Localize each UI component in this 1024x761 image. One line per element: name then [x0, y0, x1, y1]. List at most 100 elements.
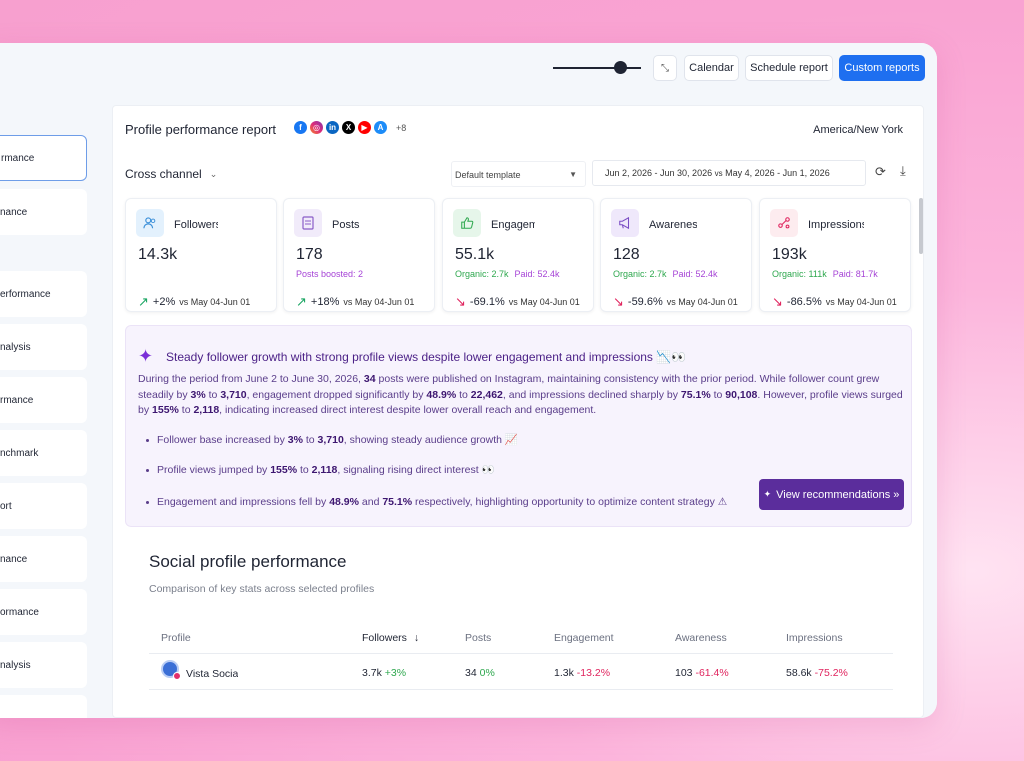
- card-value: 128: [613, 246, 640, 263]
- date-range: Jun 2, 2026 - Jun 30, 2026: [605, 168, 713, 178]
- organic-paid: Organic: 111k Paid: 81.7k: [772, 269, 878, 279]
- cell-followers: 3.7k +3%: [362, 667, 407, 679]
- card-trend: ↗ +2% vs May 04-Jun 01: [138, 294, 250, 310]
- sort-down-icon: ↓: [413, 632, 420, 644]
- arrow-up-icon: ↗: [296, 294, 307, 309]
- organic-paid: Organic: 2.7k Paid: 52.4k: [455, 269, 560, 279]
- stat-card-awareness[interactable]: Awareness 128 Organic: 2.7k Paid: 52.4k ↘…: [600, 198, 752, 312]
- organic-paid: Organic: 2.7k Paid: 52.4k: [613, 269, 718, 279]
- view-selector[interactable]: Cross channel ⌄: [125, 167, 217, 181]
- report-title: Profile performance report: [125, 122, 277, 137]
- arrow-down-icon: ↘: [613, 294, 624, 309]
- trend-percent: -59.6%: [627, 296, 663, 308]
- cards-scrollbar[interactable]: [919, 198, 923, 254]
- cell-awareness: 103 -61.4%: [675, 667, 729, 679]
- card-label: Posts: [332, 219, 360, 231]
- youtube-icon: ▶: [358, 121, 371, 134]
- sparkle-small-icon: ✦: [763, 489, 772, 499]
- timezone-label: America/New York: [813, 124, 903, 136]
- template-label: Default template: [455, 170, 521, 180]
- network-icons[interactable]: f ◎ in X ▶ A +8: [294, 121, 406, 134]
- sidebar-item-10[interactable]: nalysis: [0, 642, 87, 688]
- trend-compare: vs May 04-Jun 01: [666, 297, 738, 307]
- linkedin-icon: in: [326, 121, 339, 134]
- trend-percent: +18%: [310, 296, 340, 308]
- trend-percent: +2%: [152, 296, 176, 308]
- col-header-awareness[interactable]: Awareness: [675, 632, 727, 644]
- schedule-report-button[interactable]: Schedule report: [745, 55, 833, 81]
- paid-value: Paid: 81.7k: [832, 269, 878, 279]
- users-icon: [136, 209, 164, 237]
- instagram-icon: ◎: [310, 121, 323, 134]
- zoom-slider-thumb[interactable]: [614, 61, 627, 74]
- trend-compare: vs May 04-Jun 01: [343, 297, 415, 307]
- col-header-posts[interactable]: Posts: [465, 632, 492, 644]
- sidebar-item-9[interactable]: ormance: [0, 589, 87, 635]
- app-store-icon: A: [374, 121, 387, 134]
- zoom-slider-track[interactable]: [553, 67, 641, 69]
- sidebar-item-6[interactable]: nchmark: [0, 430, 87, 476]
- table-divider: [149, 689, 893, 690]
- insight-bullet-3: Engagement and impressions fell by 48.9%…: [146, 496, 727, 508]
- trend-percent: -86.5%: [786, 296, 822, 308]
- vs-label: vs: [714, 169, 723, 178]
- sidebar-item-5[interactable]: rmance: [0, 377, 87, 423]
- sidebar-item-2[interactable]: nance: [0, 189, 87, 235]
- top-toolbar: ⤡ Calendar Schedule report Custom report…: [0, 43, 937, 93]
- sidebar-item-11[interactable]: mance: [0, 695, 87, 718]
- download-icon[interactable]: ⤓: [900, 163, 906, 178]
- sidebar: rmance nance erformance nalysis rmance n…: [0, 93, 100, 718]
- organic-value: Organic: 2.7k: [455, 269, 509, 279]
- x-icon: X: [342, 121, 355, 134]
- arrow-down-icon: ↘: [772, 294, 783, 309]
- card-label: Followers: [174, 219, 218, 231]
- report-panel: Profile performance report f ◎ in X ▶ A …: [112, 105, 924, 718]
- sidebar-item-4[interactable]: nalysis: [0, 324, 87, 370]
- card-value: 178: [296, 246, 323, 263]
- cell-engagement: 1.3k -13.2%: [554, 667, 611, 679]
- arrow-down-icon: ↘: [455, 294, 466, 309]
- custom-reports-button[interactable]: Custom reports: [839, 55, 925, 81]
- facebook-icon: f: [294, 121, 307, 134]
- chevron-down-icon: ⌄: [209, 168, 218, 179]
- thumbs-up-icon: [453, 209, 481, 237]
- sidebar-item-7[interactable]: ort: [0, 483, 87, 529]
- card-value: 14.3k: [138, 246, 178, 263]
- view-recommendations-label: View recommendations »: [776, 488, 900, 501]
- section-subtitle: Comparison of key stats across selected …: [149, 583, 375, 595]
- profile-name[interactable]: Vista Social: [186, 668, 238, 680]
- refresh-icon[interactable]: ⟳: [875, 164, 886, 179]
- ai-insight-box: ✦ Steady follower growth with strong pro…: [125, 325, 912, 527]
- cell-impressions: 58.6k -75.2%: [786, 667, 848, 679]
- stat-card-posts[interactable]: Posts 178 Posts boosted: 2 ↗ +18% vs May…: [283, 198, 435, 312]
- col-header-followers[interactable]: Followers ↓: [362, 632, 420, 644]
- app-window: ⤡ Calendar Schedule report Custom report…: [0, 43, 937, 718]
- sidebar-item-1[interactable]: rmance: [0, 135, 87, 181]
- paid-value: Paid: 52.4k: [514, 269, 560, 279]
- section-title: Social profile performance: [149, 552, 347, 571]
- sparkle-icon: ✦: [138, 346, 154, 366]
- col-header-profile[interactable]: Profile: [161, 632, 191, 644]
- insight-bullet-2: Profile views jumped by 155% to 2,118, s…: [146, 463, 495, 476]
- calendar-button[interactable]: Calendar: [684, 55, 739, 81]
- card-trend: ↘ -86.5% vs May 04-Jun 01: [772, 294, 897, 310]
- date-range-picker[interactable]: Jun 2, 2026 - Jun 30, 2026 vs May 4, 202…: [592, 160, 866, 186]
- card-trend: ↗ +18% vs May 04-Jun 01: [296, 294, 414, 310]
- card-value: 193k: [772, 246, 807, 263]
- collapse-button[interactable]: ⤡: [653, 55, 677, 81]
- view-label: Cross channel: [125, 167, 202, 181]
- arrow-up-icon: ↗: [138, 294, 149, 309]
- col-header-engagement[interactable]: Engagement: [554, 632, 614, 644]
- posts-boosted: Posts boosted: 2: [296, 269, 364, 279]
- megaphone-icon: [611, 209, 639, 237]
- stat-card-followers[interactable]: Followers 14.3k ↗ +2% vs May 04-Jun 01: [125, 198, 277, 312]
- stat-card-impressions[interactable]: Impressions 193k Organic: 111k Paid: 81.7…: [759, 198, 911, 312]
- col-header-impressions[interactable]: Impressions: [786, 632, 843, 644]
- paid-value: Paid: 52.4k: [672, 269, 718, 279]
- stat-card-engagement[interactable]: Engagement 55.1k Organic: 2.7k Paid: 52.4…: [442, 198, 594, 312]
- view-recommendations-button[interactable]: ✦ View recommendations »: [759, 479, 904, 510]
- organic-value: Organic: 111k: [772, 269, 827, 279]
- sidebar-item-8[interactable]: nance: [0, 536, 87, 582]
- template-select[interactable]: Default template ▼: [451, 161, 586, 187]
- sidebar-item-3[interactable]: erformance: [0, 271, 87, 317]
